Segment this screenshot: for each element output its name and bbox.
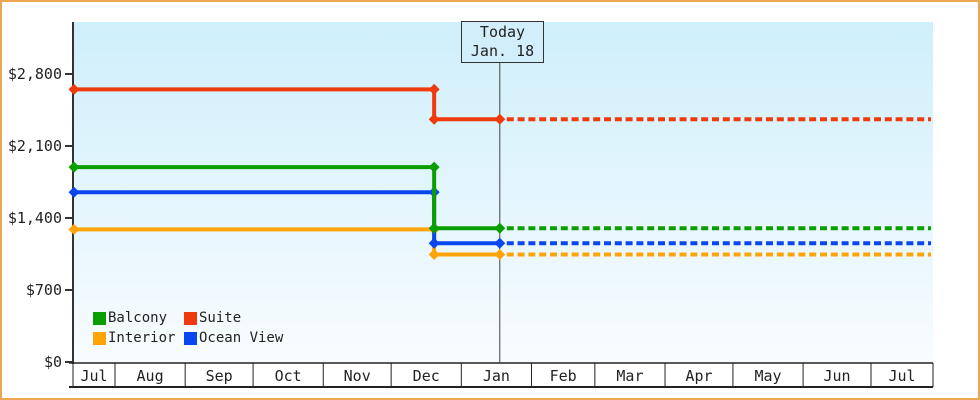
- legend-swatch-ocean-view: [184, 331, 197, 345]
- month-label: Apr: [685, 367, 712, 385]
- month-label: Aug: [137, 367, 164, 385]
- series-marker-suite: [494, 113, 506, 125]
- series-marker-suite: [428, 83, 440, 95]
- y-tick-label: $700: [26, 281, 62, 299]
- series-marker-balcony: [68, 161, 80, 173]
- legend-swatch-interior: [93, 331, 106, 345]
- today-flag: Today Jan. 18: [461, 21, 544, 63]
- today-flag-title: Today: [479, 23, 526, 41]
- y-tick-label: $2,100: [8, 137, 62, 155]
- legend-label-interior: Interior: [108, 330, 176, 346]
- legend-label-ocean-view: Ocean View: [199, 330, 284, 346]
- month-label: Mar: [616, 367, 643, 385]
- series-line-suite: [74, 87, 500, 122]
- y-tick-label: $0: [44, 353, 62, 371]
- series-marker-ocean-view: [428, 237, 440, 249]
- series-marker-balcony: [428, 222, 440, 234]
- series-marker-ocean-view: [494, 237, 506, 249]
- legend-item-suite: Suite: [184, 308, 283, 328]
- series-marker-balcony: [494, 222, 506, 234]
- today-flag-date: Jan. 18: [470, 42, 535, 60]
- legend-item-interior: Interior: [93, 328, 184, 348]
- series-marker-interior: [494, 249, 506, 261]
- legend-swatch-balcony: [93, 311, 106, 325]
- series-line-balcony: [74, 165, 500, 231]
- month-label: Dec: [413, 367, 440, 385]
- legend-item-ocean-view: Ocean View: [184, 328, 283, 348]
- legend-label-suite: Suite: [199, 310, 242, 326]
- month-label: May: [754, 367, 781, 385]
- series-marker-interior: [68, 223, 80, 235]
- legend-swatch-suite: [184, 311, 197, 325]
- legend: Balcony Suite Interior Ocean View: [93, 308, 283, 348]
- month-label: Jun: [824, 367, 851, 385]
- y-tick-label: $1,400: [8, 209, 62, 227]
- month-label: Jul: [80, 367, 107, 385]
- month-label: Nov: [344, 367, 371, 385]
- series-marker-ocean-view: [68, 186, 80, 198]
- month-label: Oct: [275, 367, 302, 385]
- series-marker-interior: [428, 249, 440, 261]
- legend-label-balcony: Balcony: [108, 310, 168, 326]
- series-marker-balcony: [428, 161, 440, 173]
- month-label: Sep: [206, 367, 233, 385]
- month-label: Feb: [550, 367, 577, 385]
- y-tick-label: $2,800: [8, 65, 62, 83]
- month-label: Jan: [483, 367, 510, 385]
- series-marker-suite: [68, 83, 80, 95]
- series-marker-suite: [428, 113, 440, 125]
- month-label: Jul: [888, 367, 915, 385]
- legend-item-balcony: Balcony: [93, 308, 184, 328]
